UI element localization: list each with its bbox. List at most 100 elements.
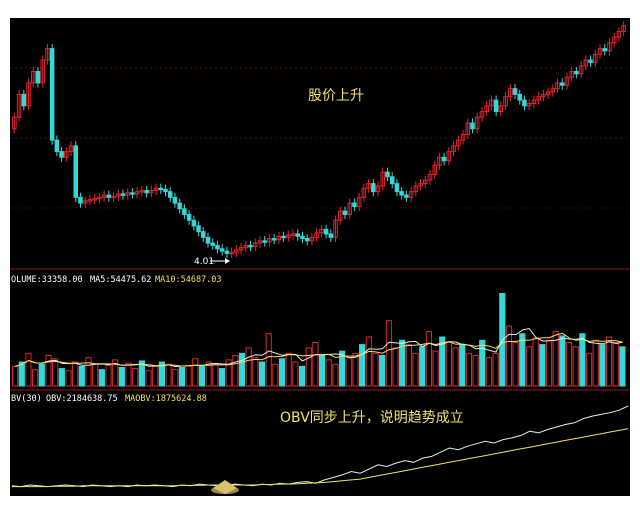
- price-candle: [441, 156, 447, 162]
- volume-bar: [152, 365, 159, 387]
- price-candle: [286, 234, 291, 238]
- volume-bar: [265, 333, 272, 387]
- price-candle: [186, 214, 192, 221]
- volume-bar: [605, 336, 613, 387]
- volume-bar: [18, 361, 25, 387]
- price-candle: [460, 133, 466, 141]
- volume-bar: [599, 344, 606, 387]
- volume-bars-layer: [12, 292, 626, 387]
- price-candle: [92, 197, 97, 201]
- price-candle: [389, 176, 395, 185]
- price-candle: [163, 188, 168, 193]
- price-candle: [569, 70, 574, 78]
- volume-bar: [32, 369, 39, 387]
- price-candle: [97, 196, 102, 200]
- price-candle: [314, 232, 319, 238]
- price-candle: [40, 59, 45, 84]
- maobv-line: [12, 428, 629, 488]
- price-candle: [555, 82, 560, 90]
- price-candle: [536, 96, 541, 101]
- price-candle: [224, 250, 230, 254]
- price-candle: [106, 194, 112, 198]
- price-candle: [418, 183, 423, 187]
- price-candle: [352, 202, 357, 208]
- low-price-marker: 4.01: [194, 257, 214, 267]
- volume-bar: [172, 369, 179, 387]
- price-candle: [229, 251, 234, 255]
- stock-chart: 股价上升 4.01 OLUME:33358.00 MA5:54475.62 MA…: [10, 21, 630, 494]
- price-candle: [578, 65, 584, 75]
- price-candle: [271, 238, 277, 241]
- volume-bar: [332, 363, 339, 387]
- price-candle: [474, 116, 480, 130]
- price-candle: [59, 151, 64, 158]
- price-candle: [323, 228, 329, 235]
- price-candle: [149, 189, 154, 194]
- volume-bar: [125, 362, 132, 387]
- price-candle: [82, 200, 88, 204]
- price-candle: [35, 70, 41, 84]
- price-candle: [219, 248, 225, 252]
- volume-bar: [532, 337, 539, 387]
- volume-bar: [592, 339, 599, 387]
- volume-bar: [405, 344, 412, 387]
- price-candle: [385, 171, 390, 178]
- price-candle: [526, 103, 532, 107]
- price-candle: [550, 88, 556, 93]
- price-candle: [621, 25, 626, 32]
- price-candle: [111, 195, 116, 199]
- price-candle: [413, 185, 419, 193]
- volume-bar: [365, 336, 372, 387]
- volume-bar: [112, 359, 119, 387]
- volume-bar: [565, 341, 573, 387]
- price-candle: [290, 233, 296, 236]
- volume-bar: [138, 360, 145, 387]
- price-candle: [356, 196, 362, 208]
- price-candle: [465, 122, 471, 135]
- volume-bar: [85, 357, 92, 387]
- price-candle: [456, 139, 461, 147]
- price-candle: [427, 173, 433, 181]
- volume-bar: [519, 333, 526, 387]
- volume-bar: [372, 352, 379, 387]
- obv-value-label: OBV:2184638.75: [46, 394, 118, 404]
- price-candle: [470, 122, 475, 130]
- price-candle: [593, 53, 598, 63]
- price-annotation: 股价上升: [308, 88, 364, 104]
- price-candle: [574, 70, 579, 75]
- price-candle: [361, 187, 367, 198]
- price-candle: [182, 208, 187, 216]
- price-candle: [375, 185, 381, 193]
- price-candle: [234, 249, 239, 253]
- indicator-lines-layer: [11, 327, 629, 488]
- volume-bar: [459, 344, 466, 387]
- volume-bar: [325, 359, 332, 387]
- price-candle: [144, 189, 149, 194]
- volume-bar: [452, 347, 459, 387]
- price-candle: [342, 210, 348, 216]
- volume-bar: [359, 344, 366, 387]
- price-candle: [366, 183, 371, 189]
- price-candle: [262, 240, 267, 243]
- price-candle: [611, 36, 617, 44]
- volume-bar: [58, 368, 65, 387]
- volume-bar: [352, 352, 359, 387]
- price-candle: [196, 225, 201, 233]
- volume-bar: [539, 344, 546, 387]
- price-candle: [588, 59, 593, 63]
- volume-bar: [38, 363, 45, 387]
- price-candle: [153, 187, 159, 191]
- price-candle: [215, 244, 220, 250]
- volume-bar: [512, 341, 519, 387]
- volume-bar: [105, 364, 112, 387]
- obv-prefix-label: BV(30): [11, 394, 42, 404]
- price-candle: [78, 196, 83, 204]
- volume-bar: [98, 369, 105, 387]
- volume-bar: [238, 352, 246, 387]
- volume-bar: [225, 359, 232, 387]
- volume-bar: [479, 339, 486, 387]
- volume-bar: [158, 361, 165, 387]
- volume-ma10-line: [15, 332, 623, 367]
- price-candle: [399, 191, 404, 196]
- price-candle: [12, 116, 17, 130]
